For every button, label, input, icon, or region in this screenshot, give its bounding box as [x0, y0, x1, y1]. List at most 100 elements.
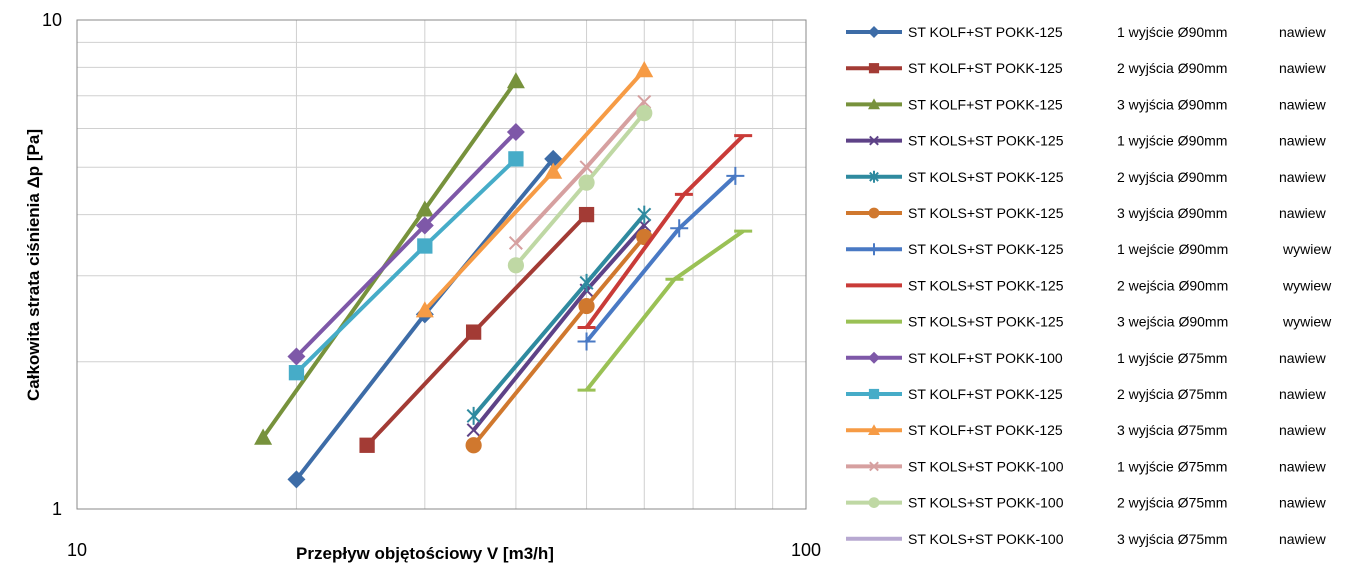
legend-series-name: ST KOLF+ST POKK-125 [908, 24, 1063, 40]
data-point [287, 347, 306, 366]
legend-outlet: 1 wyjście Ø75mm [1117, 458, 1227, 474]
data-point [579, 273, 594, 292]
series-9 [577, 229, 753, 392]
series-11 [288, 151, 524, 381]
legend-outlet: 3 wyjścia Ø75mm [1117, 422, 1227, 438]
legend: ST KOLF+ST POKK-125 1 wyjście Ø90mm nawiew… [846, 24, 1332, 547]
series-13 [508, 94, 652, 250]
legend-outlet: 1 wejście Ø90mm [1117, 241, 1228, 257]
data-point [868, 388, 880, 400]
legend-series-name: ST KOLS+ST POKK-125 [908, 133, 1064, 149]
legend-outlet: 1 wyjście Ø90mm [1117, 24, 1227, 40]
data-point [635, 61, 654, 78]
legend-outlet: 2 wejścia Ø90mm [1117, 277, 1228, 293]
data-point [577, 332, 596, 351]
data-point [508, 235, 523, 250]
legend-outlet: 2 wyjścia Ø75mm [1117, 495, 1227, 511]
series-layer [254, 61, 753, 489]
data-point [287, 470, 306, 489]
legend-series-name: ST KOLF+ST POKK-125 [908, 60, 1063, 76]
data-point [578, 206, 595, 223]
data-point [466, 423, 481, 438]
legend-mode: nawiew [1279, 422, 1327, 438]
legend-outlet: 3 wyjścia Ø90mm [1117, 205, 1227, 221]
data-point [506, 72, 525, 89]
data-point [507, 257, 525, 274]
legend-series-name: ST KOLF+ST POKK-100 [908, 350, 1063, 366]
series-14 [507, 105, 653, 274]
legend-mode: nawiew [1279, 24, 1327, 40]
x-tick-label: 10 [67, 540, 87, 560]
legend-outlet: 2 wyjścia Ø90mm [1117, 60, 1227, 76]
legend-mode: nawiew [1279, 531, 1327, 547]
data-point [544, 162, 563, 179]
legend-series-name: ST KOLS+ST POKK-100 [908, 531, 1064, 547]
legend-mode: nawiew [1279, 350, 1327, 366]
legend-outlet: 1 wyjście Ø75mm [1117, 350, 1227, 366]
data-point [544, 149, 563, 168]
legend-mode: wywiew [1282, 241, 1332, 257]
legend-series-name: ST KOLS+ST POKK-125 [908, 241, 1064, 257]
data-point [417, 238, 433, 254]
series-2 [359, 206, 595, 453]
data-point [415, 216, 434, 235]
legend-outlet: 1 wyjście Ø90mm [1117, 133, 1227, 149]
x-axis-title: Przepływ objętościowy V [m3/h] [296, 544, 554, 563]
data-point [868, 497, 880, 508]
legend-item: ST KOLS+ST POKK-125 2 wejścia Ø90mm wywiew [846, 277, 1332, 293]
legend-item: ST KOLS+ST POKK-125 3 wejścia Ø90mm wywiew [846, 314, 1332, 330]
tick-layer: 10 1 10 100 [42, 10, 821, 560]
legend-item: ST KOLS+ST POKK-125 1 wejście Ø90mm wywiew [846, 241, 1332, 257]
data-point [579, 160, 594, 175]
data-point [415, 200, 434, 217]
data-point [868, 207, 880, 219]
legend-item: ST KOLF+ST POKK-125 2 wyjścia Ø75mm nawiew [846, 386, 1327, 402]
data-point [465, 437, 482, 454]
data-point [869, 461, 879, 472]
data-point [506, 123, 525, 142]
legend-item: ST KOLF+ST POKK-125 3 wyjścia Ø90mm nawiew [846, 96, 1327, 112]
data-point [868, 351, 880, 364]
legend-item: ST KOLS+ST POKK-125 3 wyjścia Ø90mm nawiew [846, 205, 1327, 221]
legend-mode: nawiew [1279, 386, 1327, 402]
data-point [869, 170, 879, 183]
x-tick-label: 100 [791, 540, 821, 560]
data-point [868, 63, 880, 74]
data-point [726, 166, 745, 185]
data-point [670, 219, 689, 238]
legend-mode: nawiew [1279, 169, 1327, 185]
legend-outlet: 2 wyjścia Ø90mm [1117, 169, 1227, 185]
data-point [869, 135, 879, 146]
series-5 [466, 205, 652, 425]
legend-series-name: ST KOLS+ST POKK-125 [908, 205, 1064, 221]
data-point [415, 301, 434, 318]
series-7 [577, 166, 745, 351]
legend-series-name: ST KOLF+ST POKK-125 [908, 386, 1063, 402]
series-4 [466, 218, 652, 438]
legend-item: ST KOLF+ST POKK-125 1 wyjście Ø90mm nawiew [846, 24, 1327, 40]
data-point [465, 324, 482, 340]
series-line [472, 224, 646, 432]
data-point [578, 297, 595, 315]
legend-item: ST KOLF+ST POKK-125 2 wyjścia Ø90mm nawiew [846, 60, 1327, 76]
data-point [508, 151, 524, 167]
legend-outlet: 3 wejścia Ø90mm [1117, 314, 1228, 330]
y-tick-label: 10 [42, 10, 62, 30]
y-axis-title: Całkowita strata ciśnienia Δp [Pa] [24, 129, 43, 401]
data-point [868, 243, 880, 256]
legend-outlet: 3 wyjścia Ø90mm [1117, 96, 1227, 112]
legend-mode: nawiew [1279, 133, 1327, 149]
legend-item: ST KOLS+ST POKK-100 1 wyjście Ø75mm nawiew [846, 458, 1327, 474]
legend-series-name: ST KOLS+ST POKK-125 [908, 314, 1064, 330]
legend-series-name: ST KOLF+ST POKK-125 [908, 422, 1063, 438]
data-point [637, 205, 652, 224]
legend-mode: nawiew [1279, 60, 1327, 76]
series-10 [287, 123, 525, 366]
legend-mode: nawiew [1279, 96, 1327, 112]
legend-item: ST KOLS+ST POKK-100 2 wyjścia Ø75mm nawiew [846, 495, 1327, 511]
data-point [578, 174, 595, 191]
legend-outlet: 3 wyjścia Ø75mm [1117, 531, 1227, 547]
data-point [254, 428, 273, 445]
legend-mode: wywiew [1282, 277, 1332, 293]
